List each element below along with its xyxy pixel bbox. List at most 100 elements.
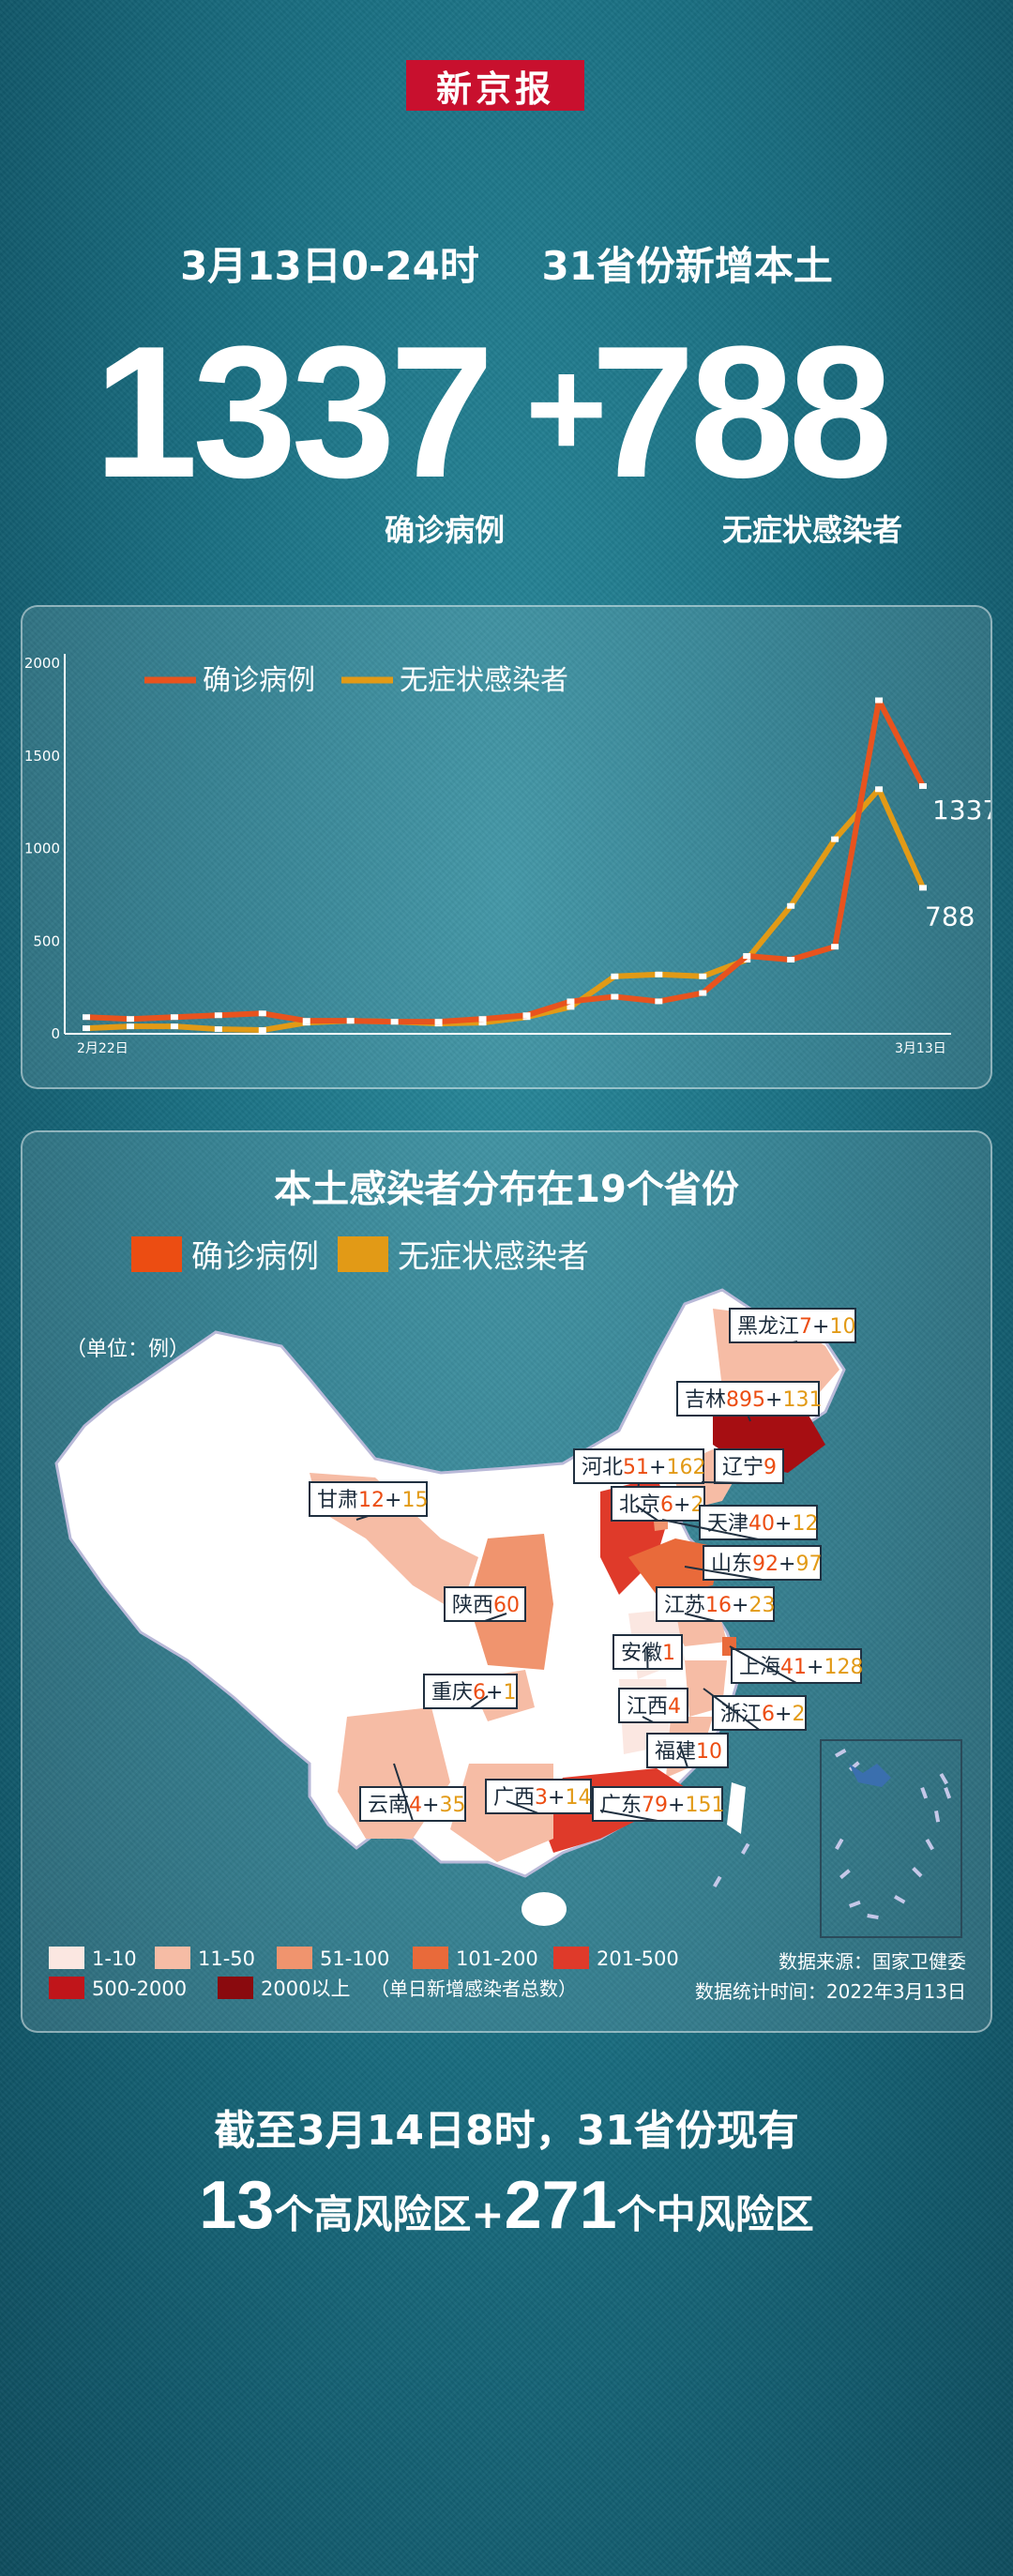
map-unit: （单位：例） bbox=[66, 1338, 189, 1361]
scale-label: 101-200 bbox=[456, 1947, 538, 1970]
y-tick-label: 2000 bbox=[24, 655, 60, 672]
scale-label: 51-100 bbox=[320, 1947, 389, 1970]
data-point bbox=[258, 1010, 266, 1017]
province-label-box bbox=[676, 1381, 820, 1417]
south-sea-inset bbox=[820, 1739, 962, 1938]
island-dash bbox=[944, 1787, 952, 1799]
x-tick-label-first: 2月22日 bbox=[77, 1041, 129, 1056]
province-label: 福建10 bbox=[655, 1740, 722, 1764]
data-point bbox=[567, 1004, 575, 1010]
series-lines: 1337 788 bbox=[83, 697, 999, 1034]
color-scale: 1-10 11-50 51-100 101-200 201-500 500-2000 200… bbox=[49, 1947, 679, 2000]
island-dash bbox=[894, 1895, 906, 1904]
province-leader-line bbox=[506, 1800, 539, 1814]
data-point bbox=[919, 885, 927, 891]
legend-label-asymptomatic: 无症状感染者 bbox=[398, 1238, 589, 1276]
island-dash bbox=[835, 1838, 844, 1850]
end-label-asymptomatic: 788 bbox=[925, 901, 975, 932]
data-point bbox=[478, 1020, 487, 1026]
region-taiwan bbox=[727, 1782, 746, 1834]
data-point bbox=[875, 786, 884, 793]
data-point bbox=[655, 971, 663, 977]
data-point bbox=[831, 836, 839, 842]
region-hainan bbox=[522, 1892, 567, 1926]
province-label: 吉林895+131 bbox=[685, 1388, 822, 1412]
province-label: 云南4+35 bbox=[368, 1794, 465, 1817]
province-label: 重庆6+1 bbox=[431, 1681, 516, 1705]
province-label-box bbox=[656, 1586, 775, 1622]
asymptomatic-label: 无症状感染者 bbox=[722, 512, 903, 548]
scale-label: 11-50 bbox=[198, 1947, 255, 1970]
footer-line2: 13个高风险区+271个中风险区 bbox=[0, 2167, 1013, 2244]
headline: 3月13日0-24时 31省份新增本土 bbox=[0, 235, 1013, 292]
province-label-box bbox=[359, 1786, 466, 1822]
scale-swatch bbox=[277, 1947, 312, 1969]
province-leader-line bbox=[747, 1415, 751, 1422]
scale-swatch bbox=[49, 1977, 84, 1999]
y-tick-label: 1500 bbox=[24, 748, 60, 765]
province-label-box bbox=[423, 1674, 518, 1709]
legend-label-confirmed: 确诊病例 bbox=[191, 1238, 319, 1276]
island-dash bbox=[939, 1773, 948, 1785]
confirmed-total: 1337 bbox=[94, 308, 494, 517]
scale-swatch bbox=[553, 1947, 589, 1969]
chart-legend: 确诊病例 无症状感染者 bbox=[144, 664, 568, 697]
legend-swatch-asymptomatic bbox=[338, 1235, 388, 1272]
legend-text-confirmed: 确诊病例 bbox=[203, 664, 315, 697]
province-label: 安徽1 bbox=[621, 1642, 675, 1665]
scale-label: 201-500 bbox=[597, 1947, 679, 1970]
province-leader-line bbox=[642, 1716, 654, 1723]
y-tick-label: 500 bbox=[33, 932, 60, 949]
headline-subject: 31省份新增本土 bbox=[541, 243, 833, 289]
province-leader-line bbox=[679, 1744, 688, 1768]
data-point bbox=[611, 973, 619, 979]
island-dash bbox=[849, 1900, 861, 1908]
province-leader-line bbox=[646, 1645, 649, 1670]
province-label-box bbox=[703, 1545, 822, 1581]
data-point bbox=[126, 1016, 134, 1023]
mid-risk-number: 271 bbox=[504, 2168, 617, 2243]
data-point bbox=[875, 697, 884, 704]
data-point bbox=[522, 1012, 531, 1019]
map-title: 本土感染者分布在19个省份 bbox=[274, 1168, 739, 1211]
province-label: 河北51+162 bbox=[582, 1456, 705, 1479]
island-dash bbox=[867, 1914, 879, 1920]
province-label: 黑龙江7+10 bbox=[737, 1315, 855, 1339]
data-point bbox=[919, 782, 927, 789]
confirmed-label: 确诊病例 bbox=[385, 512, 506, 548]
island-dash bbox=[912, 1867, 923, 1878]
end-label-confirmed: 1337 bbox=[932, 795, 990, 826]
line-chart-panel: 0 500 1000 1500 2000 2月22日 3月13日 1337 788 确诊病例 无… bbox=[21, 605, 999, 1089]
south-sea-islands bbox=[713, 1749, 952, 1920]
province-label-box bbox=[444, 1586, 526, 1622]
province-leader-line bbox=[393, 1763, 414, 1822]
data-point bbox=[170, 1014, 178, 1021]
province-label-box bbox=[729, 1308, 856, 1343]
province-label: 浙江6+2 bbox=[720, 1703, 805, 1726]
stat-time: 数据统计时间：2022年3月13日 bbox=[695, 1980, 966, 2003]
data-point bbox=[478, 1016, 487, 1023]
x-tick-label-last: 3月13日 bbox=[895, 1041, 946, 1056]
province-leader-line bbox=[701, 1481, 749, 1484]
province-label: 陕西60 bbox=[452, 1594, 520, 1617]
province-label: 江苏16+23 bbox=[664, 1594, 775, 1617]
scale-swatch bbox=[218, 1977, 253, 1999]
province-label: 天津40+12 bbox=[707, 1512, 818, 1536]
province-label: 广东79+151 bbox=[600, 1794, 724, 1817]
data-point bbox=[214, 1026, 222, 1033]
data-point bbox=[699, 990, 707, 996]
data-point bbox=[787, 957, 795, 962]
province-leader-line bbox=[684, 1566, 763, 1581]
data-point bbox=[302, 1018, 310, 1024]
province-label: 甘肃12+15 bbox=[317, 1489, 428, 1512]
province-label: 广西3+14 bbox=[493, 1786, 591, 1810]
y-tick-label: 1000 bbox=[24, 841, 60, 857]
y-axis: 0 500 1000 1500 2000 2月22日 3月13日 bbox=[24, 654, 951, 1056]
province-label: 辽宁9 bbox=[722, 1456, 777, 1479]
plus-sign: + bbox=[525, 329, 608, 487]
province-label-box bbox=[699, 1505, 818, 1540]
province-leader-line bbox=[703, 1688, 761, 1731]
scale-swatch bbox=[413, 1947, 448, 1969]
